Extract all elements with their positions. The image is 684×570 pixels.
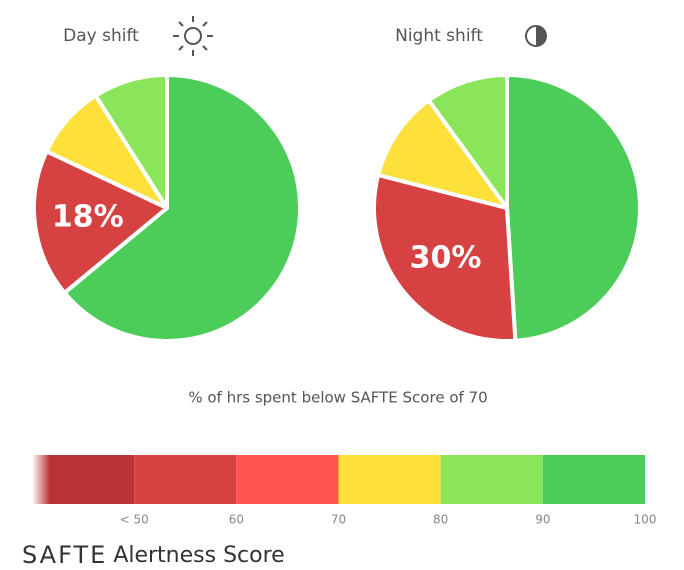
scale-band: [440, 455, 543, 504]
pie-label: 18%: [52, 200, 124, 235]
pie-slice: [505, 73, 643, 343]
scale-title-bold: SAFTE: [22, 541, 107, 569]
pie-slice: [376, 98, 509, 210]
caption: % of hrs spent below SAFTE Score of 70: [188, 389, 487, 407]
pie-slice: [426, 73, 509, 210]
scale-band: [542, 455, 645, 504]
scale-fade: [32, 455, 50, 504]
scale-title: SAFTE Alertness Score: [22, 541, 285, 569]
scale-band: [236, 455, 339, 504]
scale-tick-label: 70: [331, 513, 346, 527]
moon-icon: [525, 25, 547, 47]
sun-icon: [173, 16, 213, 56]
scale-tick-label: 80: [433, 513, 448, 527]
scale-tick-label: 60: [229, 513, 244, 527]
scale-title-rest: Alertness Score: [113, 543, 284, 568]
scale-band: [338, 455, 441, 504]
pie-slice: [32, 149, 169, 295]
pie-slice: [372, 172, 518, 343]
pie-title: Day shift: [63, 26, 139, 46]
pie-title: Night shift: [395, 26, 483, 46]
pie-slice: [93, 73, 169, 210]
pie-slice: [62, 73, 302, 343]
pie-label: 30%: [410, 240, 482, 275]
scale-tick-label: 100: [634, 513, 657, 527]
scale-tick-label: < 50: [120, 513, 149, 527]
scale-tick-label: 90: [535, 513, 550, 527]
scale-band: [134, 455, 237, 504]
